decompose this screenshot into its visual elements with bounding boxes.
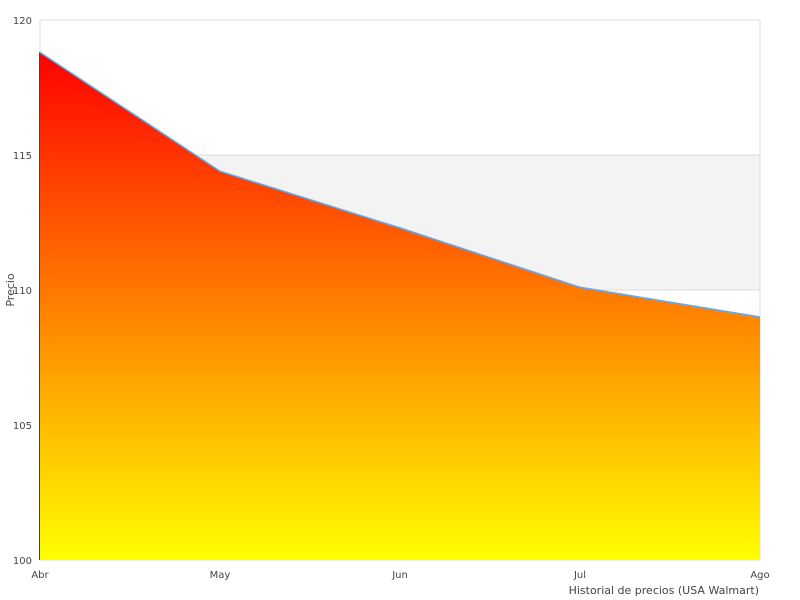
y-tick-label: 110 [13,286,32,297]
x-tick-label: Abr [31,570,49,581]
x-tick-label: Ago [750,570,769,581]
x-tick-label: May [210,570,231,581]
x-axis-label: Historial de precios (USA Walmart) [569,584,759,597]
y-axis-label: Precio [4,273,17,307]
area-fill [40,52,760,561]
y-tick-label: 100 [13,556,32,567]
y-tick-label: 105 [13,421,32,432]
series-line [39,51,761,318]
x-tick-label: Jun [391,570,408,581]
y-tick-label: 120 [13,16,32,27]
y-tick-label: 115 [13,151,32,162]
x-tick-label: Jul [573,570,586,581]
